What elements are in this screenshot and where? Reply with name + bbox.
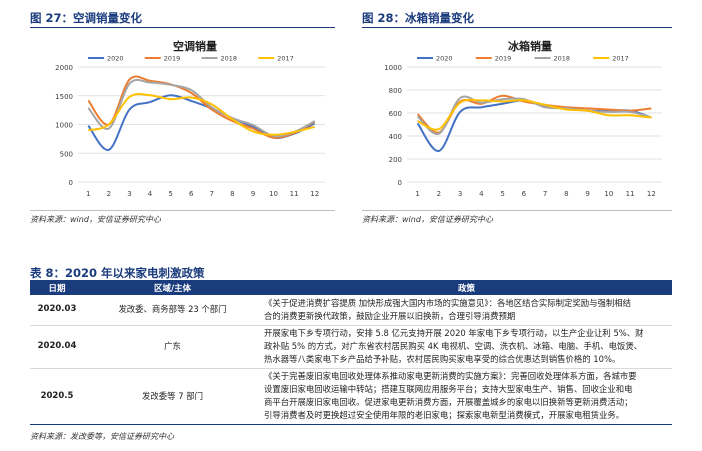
figure-28-source: 资料来源：wind，安信证券研究中心 [362, 215, 493, 224]
x-tick-label: 11 [290, 190, 299, 198]
x-tick-label: 4 [479, 190, 484, 198]
policy-line: 热水器等八类家电下乡产品给予补贴，农村居民购买家电享受的综合优惠达到销售价格的 … [264, 354, 621, 364]
y-tick-label: 0 [398, 179, 402, 187]
figure-28-heading: 图 28：冰箱销量变化 [362, 11, 475, 25]
figure-28-source-rule [362, 210, 672, 211]
ac-chart-title: 空调销量 [173, 39, 217, 53]
x-tick-label: 1 [86, 190, 90, 198]
header-date: 日期 [30, 281, 84, 295]
row-org: 发改委、商务部等 23 个部门 [84, 295, 261, 326]
table-row: 2020.03 发改委、商务部等 23 个部门 《关于促进消费扩容提质 加快形成… [30, 295, 672, 326]
x-tick-label: 7 [543, 190, 547, 198]
policy-table: 日期 区域/主体 政策 2020.03 发改委、商务部等 23 个部门 《关于促… [30, 281, 672, 425]
policy-table-header: 日期 区域/主体 政策 [30, 281, 672, 295]
y-tick-label: 2000 [55, 64, 73, 72]
fridge-chart-title: 冰箱销量 [508, 39, 552, 53]
x-tick-label: 3 [127, 190, 131, 198]
header-org: 区域/主体 [84, 281, 261, 295]
legend-label: 2018 [221, 55, 238, 63]
y-tick-label: 1000 [55, 122, 73, 130]
policy-line: 合的消费更新换代政策，鼓励企业开展以旧换新，合理引导消费预期 [264, 310, 516, 321]
policy-line: 开展家电下乡专项行动，安排 5.8 亿元支持开展 2020 年家电下乡专项行动，… [264, 328, 644, 338]
row-date: 2020.04 [30, 325, 84, 369]
table-8-title-rule [30, 280, 672, 281]
row-date: 2020.5 [30, 368, 84, 425]
legend-label: 2019 [495, 55, 512, 63]
x-tick-label: 6 [189, 190, 194, 198]
table-row: 2020.04 广东 开展家电下乡专项行动，安排 5.8 亿元支持开展 2020… [30, 325, 672, 369]
header-policy: 政策 [261, 281, 672, 295]
legend-label: 2019 [164, 55, 181, 63]
figure-27-source: 资料来源：wind，安信证券研究中心 [30, 215, 161, 224]
y-tick-label: 800 [389, 87, 402, 95]
table-row: 2020.5 发改委等 7 部门 《关于完善废旧家电回收处理体系推动家电更新消费… [30, 368, 672, 425]
x-tick-label: 2 [437, 190, 441, 198]
figure-27-source-rule [30, 210, 335, 211]
policy-line: 政补贴 5% 的方式，对广东省农村居民购买 4K 电视机、空调、洗衣机、冰箱、电… [264, 341, 643, 351]
series-line-2017 [88, 93, 315, 136]
row-org: 广东 [84, 325, 261, 369]
x-tick-label: 6 [522, 190, 527, 198]
x-tick-label: 8 [564, 190, 568, 198]
x-tick-label: 5 [500, 190, 504, 198]
series-line-2017 [417, 98, 652, 131]
x-tick-label: 1 [415, 190, 419, 198]
series-line-2020 [87, 94, 316, 151]
series-line-2018 [87, 78, 316, 138]
y-tick-label: 400 [389, 133, 402, 141]
x-tick-label: 9 [251, 190, 255, 198]
figure-27-heading: 图 27：空调销量变化 [30, 11, 143, 25]
y-tick-label: 600 [389, 110, 402, 118]
y-tick-label: 0 [69, 179, 73, 187]
table-8-source: 资料来源：发改委等，安信证券研究中心 [30, 432, 174, 441]
policy-line: 商平台开展废旧家电回收。促进家电更新消费方面，开展覆盖城乡的家电以旧换新等更新消… [264, 397, 633, 407]
x-tick-label: 8 [230, 190, 234, 198]
policy-line: 《关于促进消费扩容提质 加快形成强大国内市场的实施意见》：各地区结合实际制定奖励… [264, 297, 631, 308]
row-policy: 开展家电下乡专项行动，安排 5.8 亿元支持开展 2020 年家电下乡专项行动，… [261, 325, 672, 369]
legend-label: 2020 [436, 55, 453, 63]
policy-line: 设置废旧家电回收运输中转站；搭建互联网应用服务平台；支持大型家电生产、销售、回收… [264, 384, 633, 394]
legend-label: 2020 [107, 55, 124, 63]
legend-label: 2018 [554, 55, 571, 63]
x-tick-label: 5 [168, 190, 172, 198]
x-tick-label: 3 [458, 190, 462, 198]
x-tick-label: 10 [269, 190, 278, 198]
figure-28-rule [362, 27, 672, 28]
policy-line: 引导消费者及时更换超过安全使用年限的老旧家电；探索家电新型消费模式，开展家电租赁… [264, 410, 625, 420]
x-tick-label: 9 [585, 190, 589, 198]
x-tick-label: 2 [107, 190, 111, 198]
series-line-2019 [87, 75, 316, 139]
policy-line: 《关于完善废旧家电回收处理体系推动家电更新消费的实施方案》：完善回收处理体系方面… [264, 371, 637, 381]
x-tick-label: 4 [148, 190, 153, 198]
x-tick-label: 10 [604, 190, 613, 198]
legend-label: 2017 [277, 55, 294, 63]
row-policy: 《关于促进消费扩容提质 加快形成强大国内市场的实施意见》：各地区结合实际制定奖励… [261, 295, 672, 326]
x-tick-label: 7 [210, 190, 214, 198]
y-tick-label: 1500 [55, 93, 73, 101]
row-policy: 《关于完善废旧家电回收处理体系推动家电更新消费的实施方案》：完善回收处理体系方面… [261, 368, 672, 425]
row-date: 2020.03 [30, 295, 84, 326]
y-tick-label: 500 [60, 150, 73, 158]
row-org: 发改委等 7 部门 [84, 368, 261, 425]
x-tick-label: 12 [310, 190, 319, 198]
table-8-title: 表 8：2020 年以来家电刺激政策 [30, 266, 205, 280]
y-tick-label: 200 [389, 156, 402, 164]
legend-label: 2017 [612, 55, 629, 63]
x-tick-label: 12 [647, 190, 656, 198]
y-tick-label: 1000 [384, 64, 402, 72]
x-tick-label: 11 [626, 190, 635, 198]
figure-27-rule [30, 27, 335, 28]
